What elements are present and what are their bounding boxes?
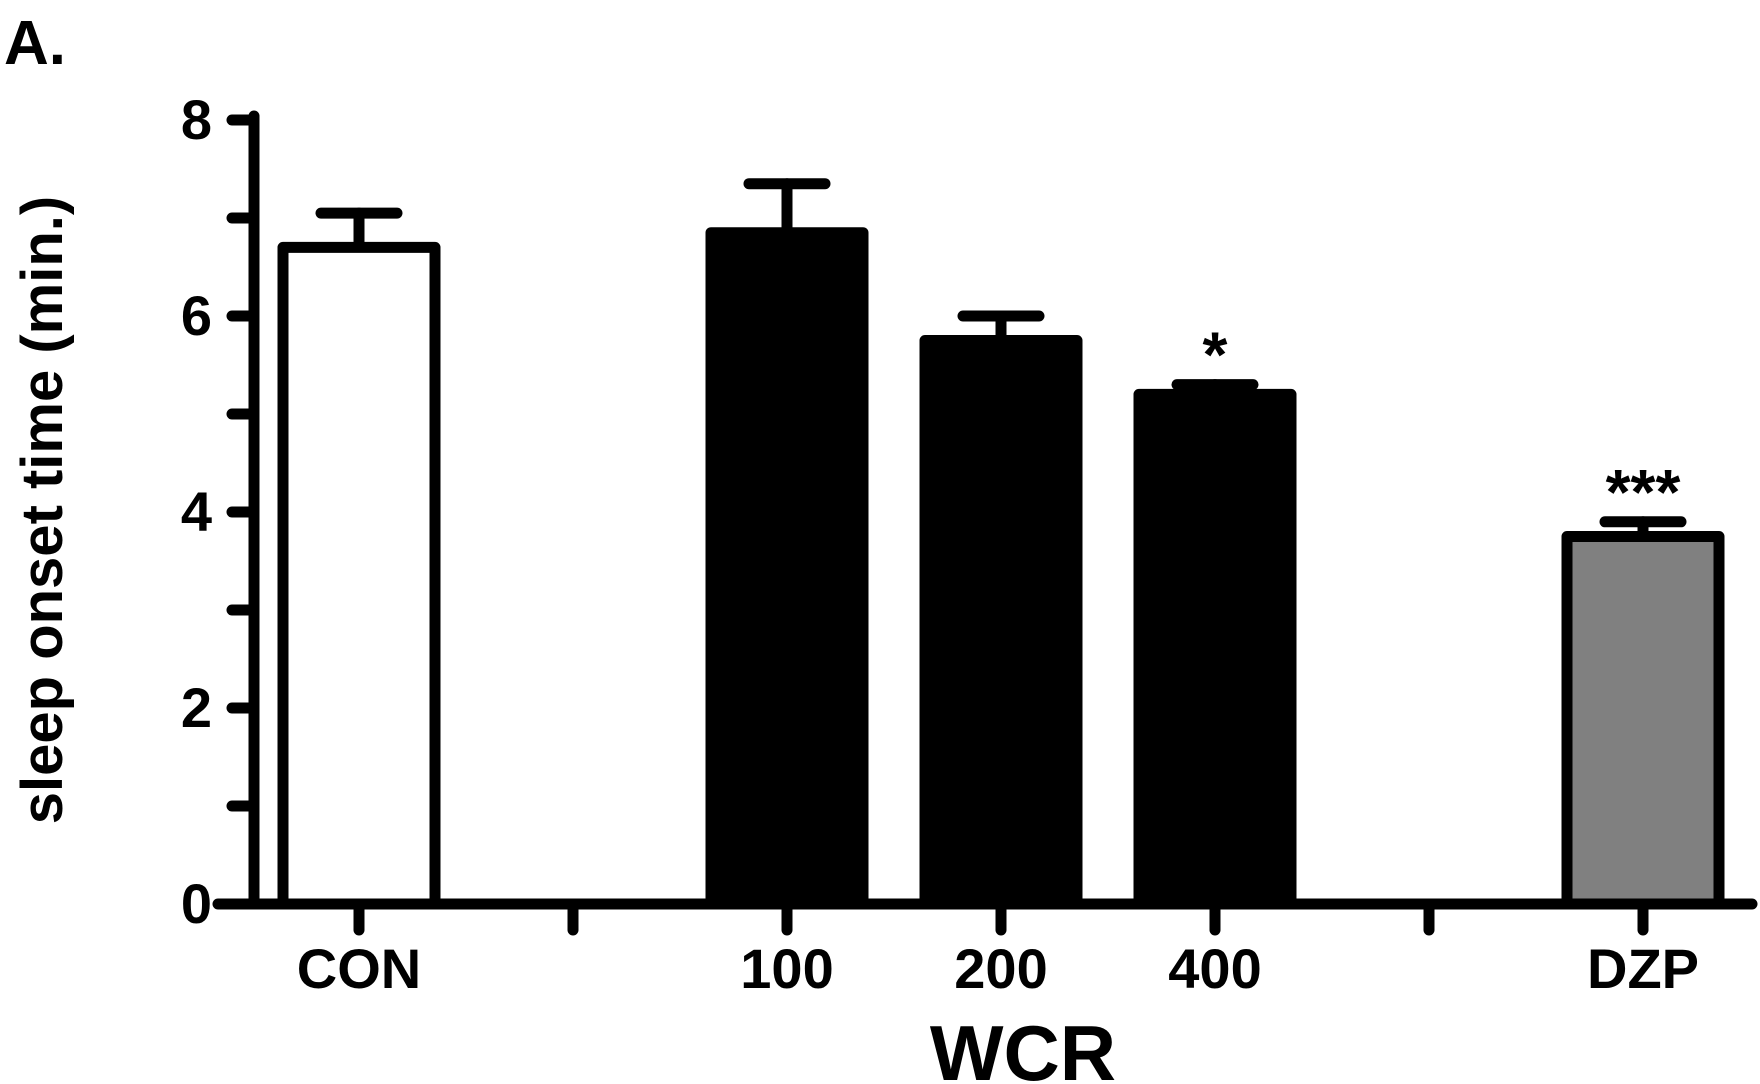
- y-tick-label: 2: [181, 676, 212, 739]
- y-tick-label: 0: [181, 872, 212, 935]
- bar: [1561, 531, 1725, 910]
- x-tick-label: 400: [1168, 937, 1261, 1000]
- y-tick-label: 8: [181, 88, 212, 151]
- x-tick-label: 100: [740, 937, 833, 1000]
- x-tick-label: DZP: [1587, 937, 1699, 1000]
- bar: [277, 241, 441, 910]
- y-tick-label: 6: [181, 284, 212, 347]
- x-tick-label: CON: [297, 937, 421, 1000]
- significance-marker: ***: [1606, 456, 1681, 528]
- y-axis-label: sleep onset time (min.): [10, 196, 75, 824]
- significance-marker: *: [1203, 319, 1228, 391]
- bar: [919, 335, 1083, 910]
- y-tick-label: 4: [181, 480, 212, 543]
- bar: [705, 227, 869, 910]
- x-axis-label: WCR: [930, 1009, 1116, 1084]
- x-tick-label: 200: [954, 937, 1047, 1000]
- panel-label: A.: [4, 9, 66, 78]
- bar: [1133, 388, 1297, 910]
